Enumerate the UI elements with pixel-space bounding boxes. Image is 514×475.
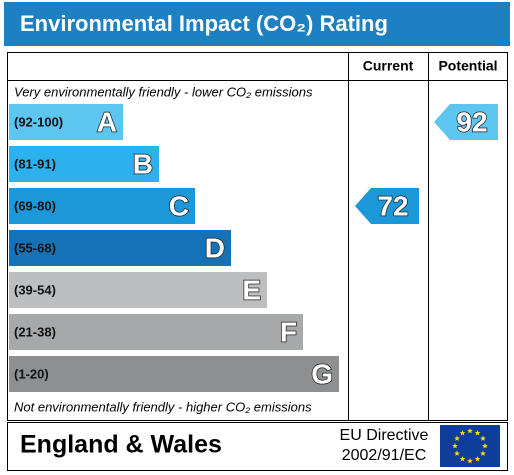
top-note: Very environmentally friendly - lower CO… <box>14 84 313 99</box>
region: England & Wales <box>20 431 222 459</box>
band-range: (69-80) <box>14 198 56 213</box>
eu-star <box>480 435 486 441</box>
eu-star <box>474 455 481 462</box>
band-range: (21-38) <box>14 324 56 339</box>
eu-star <box>459 455 466 462</box>
band-letter: A <box>97 106 117 137</box>
current-value: 72 <box>377 190 408 221</box>
band-letter: B <box>133 148 153 179</box>
band-range: (1-20) <box>14 366 49 381</box>
eu-star <box>454 450 460 456</box>
main-frame <box>7 52 508 421</box>
title-bar <box>4 2 510 46</box>
current-header: Current <box>363 58 414 74</box>
band-bar <box>9 104 123 140</box>
eu-star <box>467 458 473 464</box>
potential-value: 92 <box>456 106 487 137</box>
directive-line: 2002/91/EC <box>342 447 427 464</box>
current-arrow <box>355 188 419 224</box>
band-range: (92-100) <box>14 114 63 129</box>
eu-star <box>454 435 460 441</box>
band-bar <box>9 146 159 182</box>
band-bar <box>9 188 195 224</box>
potential-header: Potential <box>438 58 497 74</box>
band-range: (55-68) <box>14 240 56 255</box>
band-bar <box>9 314 303 350</box>
directive-line: EU Directive <box>340 427 429 444</box>
band-letter: C <box>169 190 189 221</box>
eu-star <box>474 430 481 436</box>
band-bar <box>9 230 231 266</box>
band-range: (39-54) <box>14 282 56 297</box>
footer-frame <box>7 422 508 471</box>
band-letter: E <box>242 274 261 305</box>
band-bar <box>9 272 267 308</box>
band-bar <box>9 356 339 392</box>
eu-star <box>467 428 473 434</box>
potential-arrow <box>434 104 498 140</box>
eu-star <box>459 430 466 436</box>
eu-star <box>452 443 458 449</box>
band-letter: D <box>205 232 225 263</box>
eu-star <box>482 443 488 449</box>
eu-star <box>480 450 486 456</box>
band-letter: F <box>280 316 297 347</box>
band-range: (81-91) <box>14 156 56 171</box>
bottom-note: Not environmentally friendly - higher CO… <box>14 399 312 414</box>
chart-title: Environmental Impact (CO₂) Rating <box>20 11 388 36</box>
band-letter: G <box>311 358 333 389</box>
